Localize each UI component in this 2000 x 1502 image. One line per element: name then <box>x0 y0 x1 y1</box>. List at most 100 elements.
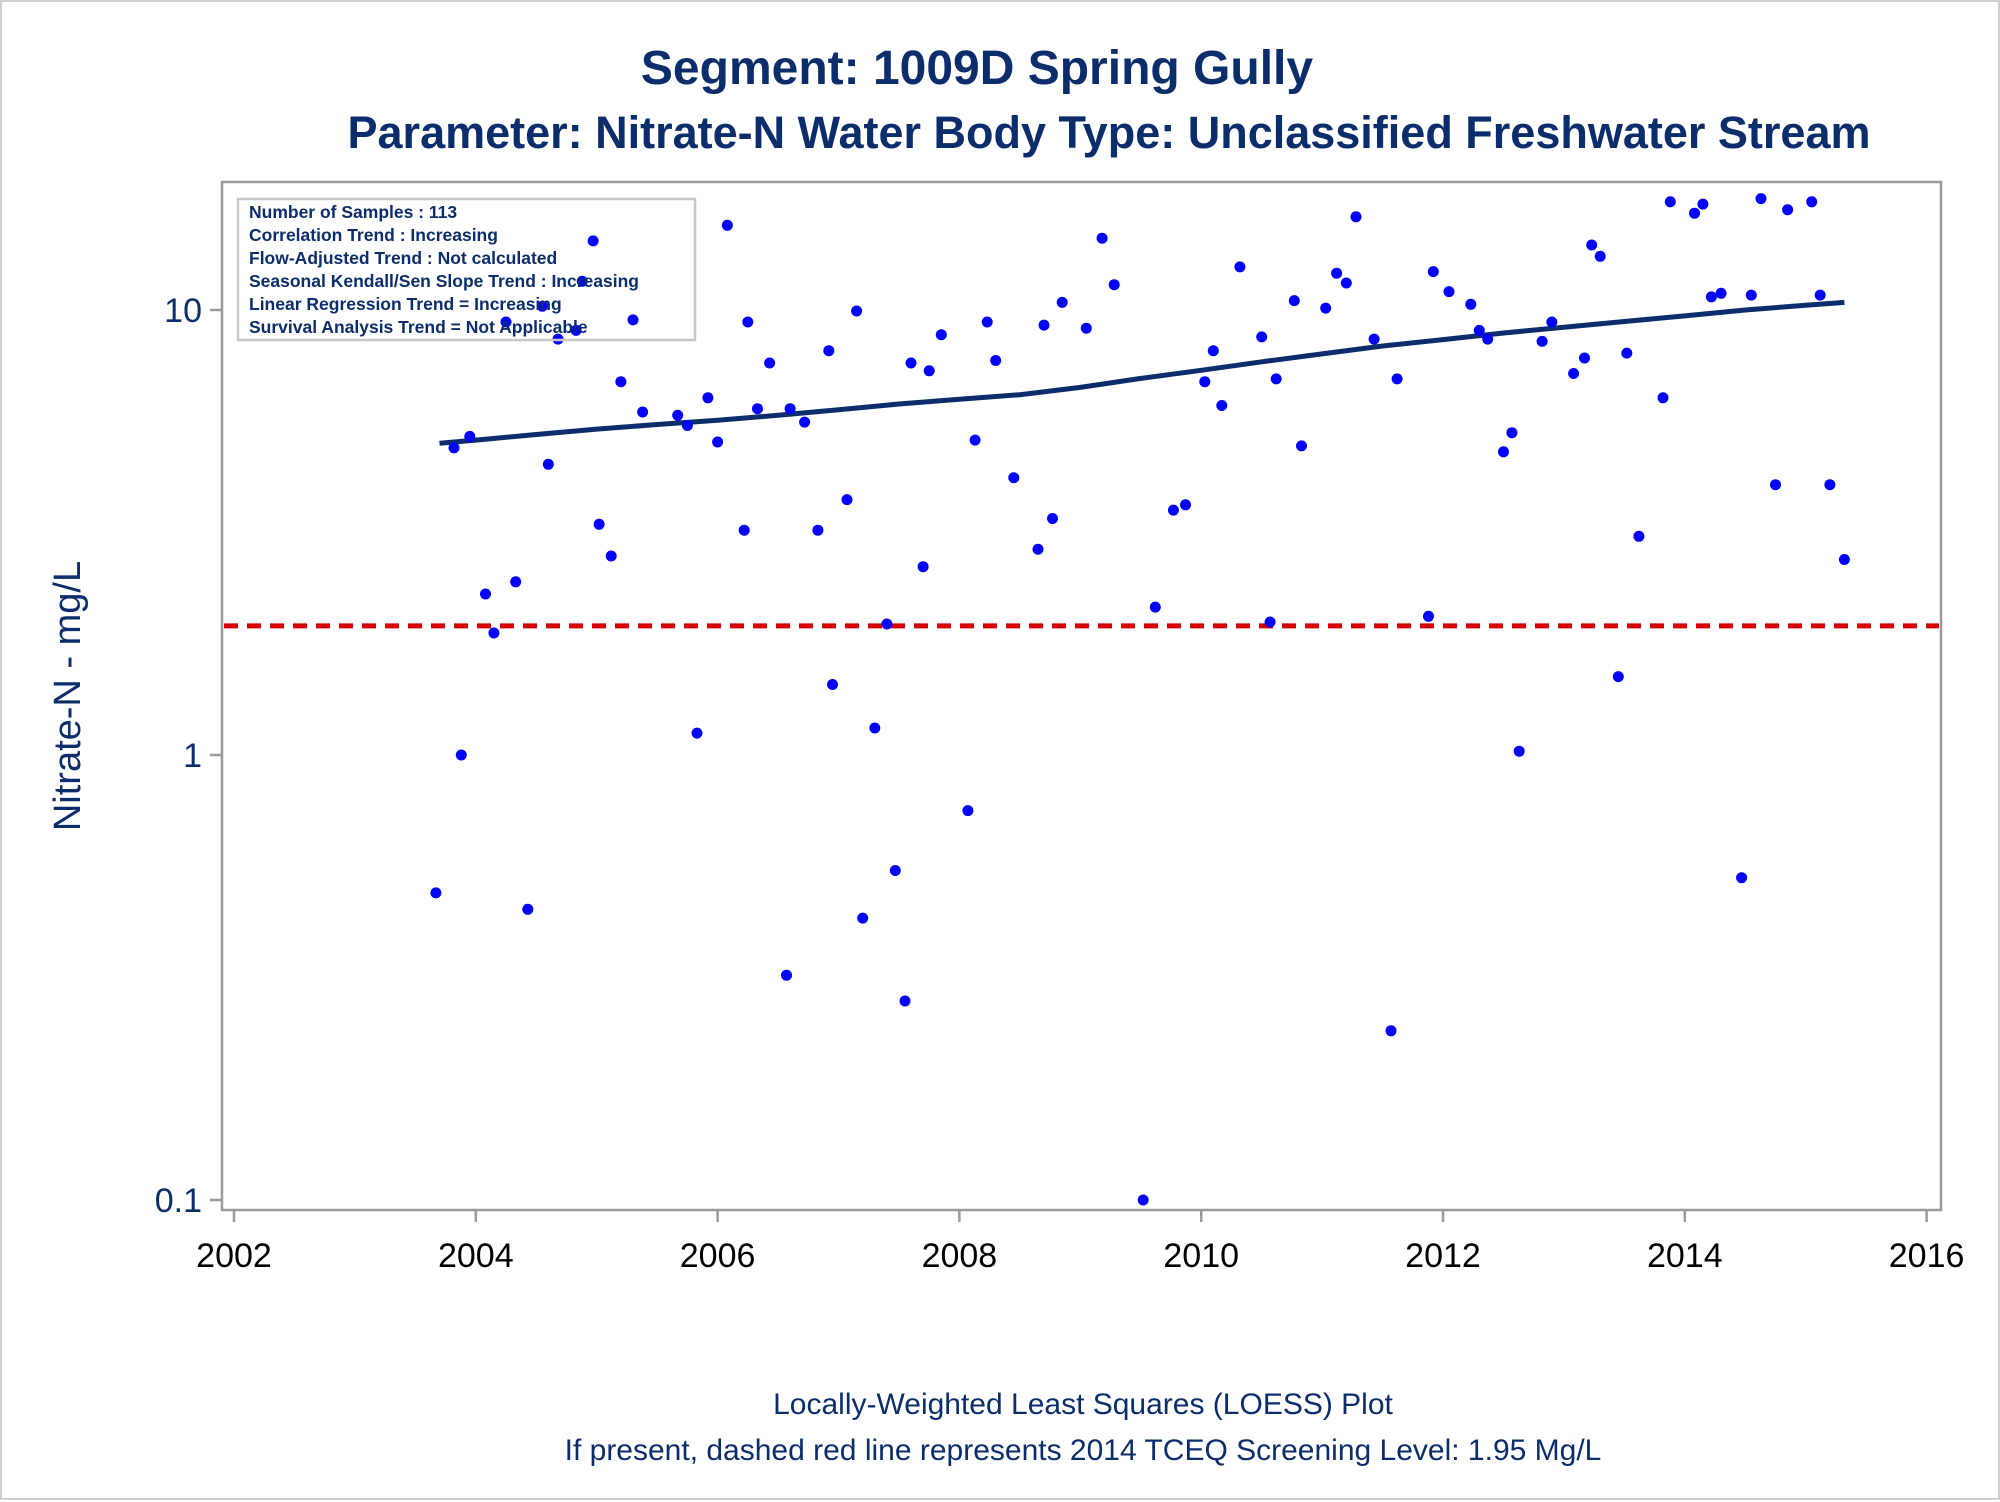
x-tick-label: 2004 <box>438 1237 514 1275</box>
data-point <box>1199 376 1211 388</box>
y-tick-label: 10 <box>164 292 202 330</box>
data-point <box>593 518 605 530</box>
data-point <box>1350 211 1362 223</box>
data-point <box>1664 196 1676 208</box>
data-point <box>1080 322 1092 334</box>
info-box <box>236 197 697 342</box>
data-point <box>1288 295 1300 307</box>
data-point <box>570 324 582 336</box>
data-point <box>923 365 935 377</box>
data-point <box>784 403 796 415</box>
data-point <box>637 406 649 418</box>
data-point <box>969 434 981 446</box>
data-point <box>1657 392 1669 404</box>
data-point <box>1705 291 1717 303</box>
data-point <box>1340 277 1352 289</box>
data-point <box>681 420 693 431</box>
data-point <box>464 430 476 442</box>
data-point <box>1427 266 1439 278</box>
data-point <box>1579 352 1590 364</box>
data-point <box>1782 204 1794 216</box>
x-tick-label: 2014 <box>1647 1237 1723 1275</box>
data-point <box>480 588 491 600</box>
footer-line-2: If present, dashed red line represents 2… <box>565 1434 1602 1467</box>
info-box-line: Flow-Adjusted Trend : Not calculated <box>249 248 557 268</box>
data-point <box>1473 324 1485 336</box>
loess-trend-line <box>439 299 1845 446</box>
data-point <box>1612 671 1624 683</box>
x-tick-label: 2006 <box>680 1237 756 1275</box>
data-point <box>1482 333 1494 345</box>
data-point <box>510 576 522 588</box>
data-point <box>841 494 853 506</box>
data-point <box>1506 427 1518 439</box>
data-point <box>500 316 512 328</box>
y-axis-label: Nitrate-N - mg/L <box>47 561 89 831</box>
data-point <box>1207 345 1219 357</box>
data-point <box>1498 446 1509 458</box>
data-point <box>1755 193 1767 205</box>
data-point <box>851 305 863 317</box>
data-point <box>1586 239 1598 251</box>
data-point <box>672 409 684 421</box>
data-point <box>1697 198 1709 210</box>
data-point <box>1038 319 1050 331</box>
x-axis: 2002 2004 2006 2008 2010 2012 2014 2016 <box>196 1210 1964 1275</box>
data-point <box>1032 543 1044 555</box>
data-point <box>799 416 811 428</box>
data-point <box>738 524 750 536</box>
data-point <box>1167 504 1179 516</box>
data-point <box>1770 479 1781 491</box>
info-box-line: Seasonal Kendall/Sen Slope Trend : Incre… <box>249 271 639 291</box>
data-point <box>1270 373 1282 385</box>
data-point <box>781 969 792 981</box>
data-point <box>542 458 554 470</box>
y-axis: 0.1 1 10 <box>155 292 222 1220</box>
data-point <box>1264 616 1276 628</box>
data-point <box>1465 298 1477 310</box>
data-point <box>1056 296 1068 308</box>
data-point <box>1149 601 1161 613</box>
data-point <box>448 442 460 454</box>
x-tick-label: 2012 <box>1405 1237 1481 1275</box>
data-point <box>889 865 901 876</box>
chart-subtitle: Parameter: Nitrate-N Water Body Type: Un… <box>348 107 1871 158</box>
data-point <box>905 357 917 369</box>
data-point <box>522 903 534 915</box>
data-point <box>627 314 639 326</box>
data-point <box>605 550 617 562</box>
info-box-line: Number of Samples : 113 <box>249 202 457 222</box>
data-point <box>962 805 974 817</box>
data-point <box>1047 513 1058 524</box>
data-point <box>742 316 754 328</box>
data-point <box>1368 333 1380 345</box>
data-point <box>1546 316 1558 328</box>
y-tick-label: 1 <box>183 737 202 775</box>
data-point <box>1814 289 1826 301</box>
data-point <box>827 679 838 690</box>
chart-title: Segment: 1009D Spring Gully <box>641 42 1313 95</box>
data-point <box>1096 232 1108 244</box>
data-point <box>455 749 467 761</box>
data-point <box>1568 368 1580 379</box>
data-point <box>1331 267 1343 279</box>
data-point <box>1621 347 1633 359</box>
data-point <box>869 722 881 734</box>
data-point <box>857 912 869 924</box>
data-point <box>712 436 724 448</box>
data-point <box>691 727 703 739</box>
data-point <box>1423 610 1434 622</box>
data-point <box>1633 530 1645 542</box>
data-point <box>1689 207 1700 219</box>
data-point <box>488 627 500 639</box>
data-point <box>1745 289 1757 301</box>
data-point <box>1385 1025 1397 1037</box>
info-box-lines: Number of Samples : 113 Correlation Trend… <box>249 202 639 337</box>
data-point <box>576 275 588 287</box>
data-points <box>430 193 1850 1206</box>
data-point <box>881 618 893 630</box>
data-point <box>764 357 776 369</box>
data-point <box>935 329 947 341</box>
